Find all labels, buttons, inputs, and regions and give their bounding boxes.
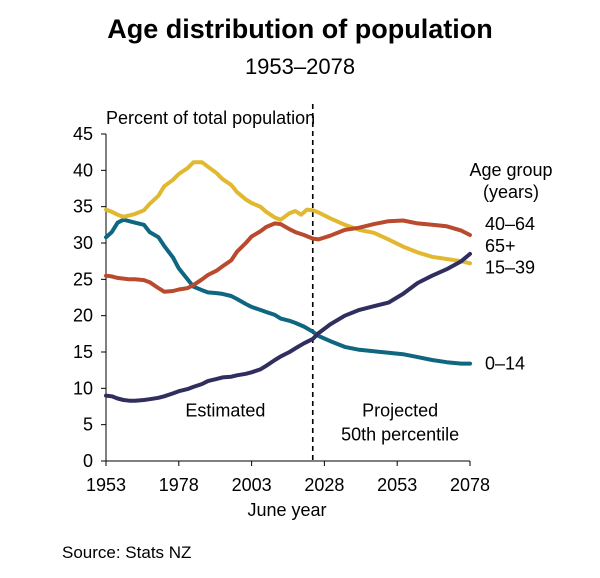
- chart-title: Age distribution of population: [107, 14, 493, 44]
- chart-subtitle: 1953–2078: [244, 54, 356, 79]
- x-tick-label: 2078: [450, 475, 490, 495]
- y-tick-label: 30: [73, 233, 93, 253]
- y-tick-label: 40: [73, 160, 93, 180]
- region-label-percentile: 50th percentile: [341, 425, 459, 445]
- y-tick-label: 45: [73, 124, 93, 144]
- source-note: Source: Stats NZ: [62, 543, 192, 562]
- y-axis-label: Percent of total population: [106, 108, 315, 128]
- series-end-label: 40–64: [485, 214, 535, 234]
- x-tick-label: 1978: [159, 475, 199, 495]
- y-tick-label: 35: [73, 197, 93, 217]
- series-end-label: 0–14: [485, 354, 525, 374]
- x-tick-label: 2003: [232, 475, 272, 495]
- x-tick-label: 1953: [86, 475, 126, 495]
- series-line-65+: [104, 251, 472, 403]
- legend-title: (years): [483, 182, 539, 202]
- region-label-estimated: Estimated: [185, 401, 265, 421]
- legend-title: Age group: [469, 160, 552, 180]
- y-tick-label: 10: [73, 378, 93, 398]
- y-tick-label: 0: [83, 451, 93, 471]
- region-label-projected: Projected: [362, 401, 438, 421]
- annotations: Estimated Projected 50th percentile Age gro…: [185, 160, 552, 445]
- series-end-label: 15–39: [485, 258, 535, 278]
- x-tick-label: 2028: [304, 475, 344, 495]
- axes: 0 5 10 15 20 25 30 35 40 45 1953 1978 2003 2028 2053 20…: [73, 104, 490, 495]
- y-tick-label: 5: [83, 415, 93, 435]
- y-tick-label: 20: [73, 306, 93, 326]
- x-tick-label: 2053: [377, 475, 417, 495]
- y-tick-label: 25: [73, 269, 93, 289]
- x-axis-label: June year: [247, 500, 326, 520]
- series-line-0–14: [104, 217, 472, 366]
- series-line-40–64: [104, 218, 472, 294]
- series-end-label: 65+: [485, 236, 516, 256]
- series-lines: [104, 160, 472, 403]
- series-line-15–39: [104, 160, 472, 266]
- y-tick-label: 15: [73, 342, 93, 362]
